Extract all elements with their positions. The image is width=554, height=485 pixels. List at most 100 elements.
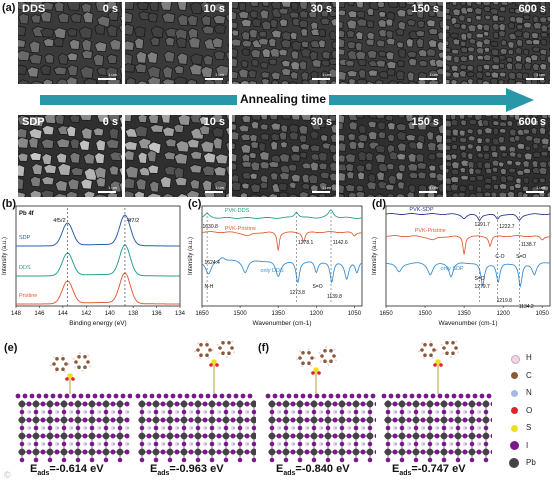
sem-sample-label: DDS [22,3,46,15]
ftir-series [385,262,550,288]
xps-xtick: 138 [128,311,139,317]
xps-xtick: 140 [105,311,116,317]
ftir-series-label: PVK-DDS [225,208,250,214]
xps-series-label: SDP [19,235,31,241]
xps-xlabel: Binding energy (eV) [69,320,126,327]
scale-bar-label: 1 um [536,72,545,77]
xps-element-label: Pb 4f [19,211,35,217]
legend-label-s: S [526,423,532,432]
ftir-series-label: PVK-Pristine [415,228,446,234]
scale-bar [419,191,437,193]
ftir-annotation: 1291.7 [475,222,491,228]
scale-bar [98,191,116,193]
xps-series-label: Pristine [19,293,37,299]
sem-time-label: 0 s [102,3,118,15]
scale-bar [526,191,544,193]
panel-c-letter: (c) [188,198,202,210]
xps-series-label: DDS [19,265,31,271]
ftir-xtick: 1650 [379,311,393,317]
slab-dds-config-2 [135,340,256,463]
ftir-series [385,235,551,255]
xps-series-dds [16,244,180,277]
ftir-annotation: 1219.8 [497,298,513,304]
scale-bar-label: 1 um [429,72,438,77]
legend-label-o: O [526,405,533,415]
ftir-annotation: 1624.4 [205,260,221,266]
scale-bar [312,191,330,193]
adsorbed-molecule [295,346,337,394]
eads-f1: Eads=-0.840 eV [276,463,350,478]
annealing-time-label: Annealing time [237,92,330,106]
eads-e2: Eads=-0.963 eV [150,463,224,478]
scale-bar-label: 1 um [108,185,117,190]
ftir-plot-frame [201,205,363,307]
sem-image-dds-2: 30 s 1 um [232,2,336,84]
scale-bar-label: 1 um [108,72,117,77]
legend-dot-pb [509,458,519,468]
ftir-annotation: 1222.7 [499,224,515,230]
scale-bar [312,78,330,80]
ftir-xtick: 1200 [310,311,324,317]
legend-label-i: I [526,440,529,450]
atom-legend: H C N O S I Pb [500,352,554,484]
panel-f-letter: (f) [258,342,269,354]
sem-image-sdp-3: 150 s 1 um [339,115,443,197]
ftir-series-label: only DDS [260,268,284,274]
ftir-xtick: 1350 [272,311,286,317]
ftir-xlabel: Wavenumber (cm-1) [253,320,312,327]
ftir-series [201,231,363,251]
xps-plot-frame [15,205,181,307]
ftir-xtick: 1050 [536,311,550,317]
ftir-series [201,209,363,219]
chart-xps-pb4f: 148 146 144 142 140 138 136 134 Binding energy (… [2,205,185,327]
sem-image-sdp-4: 600 s 1 um [446,115,550,197]
sem-image-sdp-0: SDP 0 s 1 um [18,115,122,197]
ftir-xtick: 1500 [233,311,247,317]
sem-time-label: 600 s [518,3,546,15]
ftir-annotation: S=O [516,254,526,260]
xps-xtick: 144 [58,311,69,317]
xps-peak-label-2: 4f7/2 [127,218,139,224]
chart-ftir-sdp: 1650 1500 1350 1200 1050 Wavenumber (cm-1) Int… [372,205,551,327]
ftir-series [201,257,363,284]
sem-time-label: 0 s [102,116,118,128]
eads-f2: Eads=-0.747 eV [392,463,466,478]
ftir-annotation: C-O [495,254,504,260]
legend-dot-n [510,389,518,397]
ftir-ylabel: Intensity (a.u.) [188,237,194,275]
xps-peak-label-1: 4f5/2 [53,218,65,224]
eads-e1: Eads=-0.614 eV [30,463,104,478]
sem-time-label: 30 s [310,3,332,15]
ftir-xtick: 1350 [457,311,471,317]
ftir-annotation: 1279.7 [475,284,491,290]
xps-ylabel: Intensity (a.u.) [2,237,8,275]
sem-time-label: 600 s [518,116,546,128]
adsorbed-molecule [417,340,459,394]
scale-bar [526,78,544,80]
ftir-series-label: PVK-SDP [409,207,433,213]
xps-xtick: 148 [11,311,22,317]
xps-xtick: 136 [152,311,163,317]
sem-sample-label: SDP [22,116,45,128]
ftir-annotation: 1630.8 [203,224,219,230]
scale-bar-label: 1 um [429,185,438,190]
legend-label-pb: Pb [526,458,536,467]
sem-image-dds-4: 600 s 1 um [446,2,550,84]
xps-xtick: 146 [34,311,45,317]
sem-time-label: 10 s [203,116,225,128]
ftir-xtick: 1650 [195,311,209,317]
xps-series-pristine [16,272,180,305]
legend-label-n: N [526,388,532,397]
ftir-annotation: 1138.7 [521,242,536,248]
legend-label-h: H [526,353,532,362]
ftir-series-label: PVK-Pristine [225,226,256,232]
scale-bar-label: 1 um [536,185,545,190]
slab-sdp-config-1 [265,346,376,463]
legend-dot-s [510,424,518,432]
ftir-annotation: 1139.8 [327,294,342,300]
legend-dot-o [510,407,518,414]
ftir-series-label: only SDP [441,266,464,272]
ftir-annotation: 1273.8 [290,290,306,296]
